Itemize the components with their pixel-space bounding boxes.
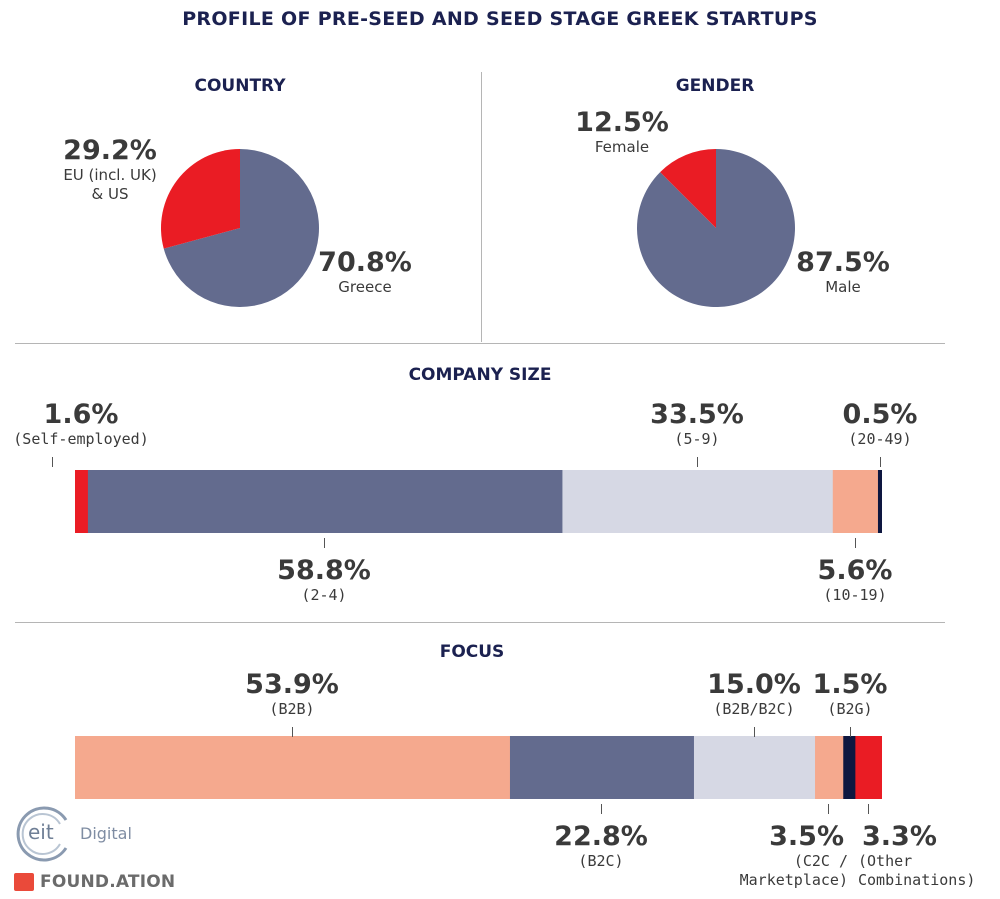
gender-female-pct: 12.5% bbox=[575, 107, 669, 138]
focus-b2b-b2c-pct: 15.0% bbox=[707, 669, 801, 700]
focus-c2c-label-line1: (C2C / bbox=[793, 852, 848, 870]
focus-other-label-line1: (Other bbox=[858, 852, 913, 870]
focus-label-b2g: 1.5% (B2G) bbox=[800, 670, 900, 737]
focus-c2c-pct: 3.5% bbox=[769, 821, 844, 852]
company-size-bar-segment-2 bbox=[562, 470, 834, 533]
size-self-employed-pct: 1.6% bbox=[43, 399, 119, 430]
focus-label-c2c: 3.5% (C2C / Marketplace) bbox=[732, 804, 848, 890]
focus-bar-segment-5 bbox=[855, 736, 882, 799]
eit-digital-logo: eit Digital bbox=[14, 806, 154, 862]
company-size-bar-segment-3 bbox=[832, 470, 879, 533]
focus-bar-segment-4 bbox=[843, 736, 856, 799]
focus-other-tick bbox=[868, 804, 869, 814]
section-divider-2 bbox=[15, 622, 945, 623]
size-label-self-employed: 1.6% (Self-employed) bbox=[0, 400, 162, 467]
size-5-9-label: (5-9) bbox=[674, 430, 720, 448]
size-5-9-pct: 33.5% bbox=[650, 399, 744, 430]
foundation-logo: FOUND.ATION bbox=[14, 870, 194, 894]
gender-label-male: 87.5% Male bbox=[783, 248, 903, 297]
size-2-4-label: (2-4) bbox=[301, 586, 347, 604]
country-greece-label: Greece bbox=[338, 278, 392, 296]
focus-b2b-b2c-tick bbox=[753, 727, 755, 737]
foundation-mark-icon bbox=[14, 873, 34, 891]
gender-label-female: 12.5% Female bbox=[562, 108, 682, 157]
size-label-20-49: 0.5% (20-49) bbox=[820, 400, 940, 467]
focus-other-pct: 3.3% bbox=[862, 821, 937, 852]
size-2-4-pct: 58.8% bbox=[277, 555, 371, 586]
focus-bar-segment-1 bbox=[509, 736, 695, 799]
focus-bar-segment-2 bbox=[693, 736, 816, 799]
country-label-greece: 70.8% Greece bbox=[305, 248, 425, 297]
company-size-bar-segment-0 bbox=[75, 470, 89, 533]
page-title: PROFILE OF PRE-SEED AND SEED STAGE GREEK… bbox=[182, 8, 818, 30]
focus-c2c-label-line2: Marketplace) bbox=[739, 871, 848, 889]
focus-b2c-label: (B2C) bbox=[578, 852, 624, 870]
company-size-bar-segment-4 bbox=[877, 470, 882, 533]
focus-b2b-b2c-label: (B2B/B2C) bbox=[713, 700, 795, 718]
eit-logo-text: eit bbox=[28, 820, 54, 844]
focus-b2g-tick bbox=[849, 727, 851, 737]
focus-b2c-tick bbox=[600, 804, 602, 814]
size-label-5-9: 33.5% (5-9) bbox=[637, 400, 757, 467]
foundation-logo-text: FOUND.ATION bbox=[40, 872, 176, 892]
gender-male-label: Male bbox=[825, 278, 861, 296]
focus-label-other: 3.3% (Other Combinations) bbox=[856, 804, 986, 890]
size-self-employed-tick bbox=[51, 457, 53, 467]
focus-label-b2b-b2c: 15.0% (B2B/B2C) bbox=[694, 670, 814, 737]
size-10-19-pct: 5.6% bbox=[817, 555, 893, 586]
eit-circle-icon bbox=[16, 806, 68, 862]
focus-other-label-line2: Combinations) bbox=[858, 871, 976, 889]
pie-slice-female bbox=[660, 149, 716, 228]
size-self-employed-label: (Self-employed) bbox=[13, 430, 149, 448]
country-chart-title: COUNTRY bbox=[194, 76, 286, 96]
focus-c2c-tick bbox=[828, 804, 829, 814]
focus-b2c-pct: 22.8% bbox=[554, 821, 648, 852]
focus-b2g-pct: 1.5% bbox=[812, 669, 888, 700]
size-20-49-label: (20-49) bbox=[848, 430, 912, 448]
focus-b2g-label: (B2G) bbox=[827, 700, 873, 718]
size-10-19-tick bbox=[854, 538, 856, 548]
gender-female-label: Female bbox=[594, 138, 650, 156]
gender-male-pct: 87.5% bbox=[796, 247, 890, 278]
section-divider-1 bbox=[15, 343, 945, 344]
size-label-2-4: 58.8% (2-4) bbox=[264, 538, 384, 605]
focus-label-b2b: 53.9% (B2B) bbox=[232, 670, 352, 737]
company-size-chart-title: COMPANY SIZE bbox=[408, 365, 552, 385]
focus-bar-segment-3 bbox=[815, 736, 844, 799]
focus-chart-title: FOCUS bbox=[439, 642, 505, 662]
focus-bar bbox=[75, 736, 882, 799]
company-size-bar bbox=[75, 470, 882, 533]
gender-chart-title: GENDER bbox=[675, 76, 755, 96]
country-eu-pct: 29.2% bbox=[63, 135, 157, 166]
size-20-49-tick bbox=[879, 457, 881, 467]
pie-slice-greece bbox=[163, 149, 319, 307]
pie-divider bbox=[481, 72, 482, 342]
focus-b2b-tick bbox=[291, 727, 293, 737]
gender-pie-chart bbox=[637, 149, 795, 307]
size-10-19-label: (10-19) bbox=[823, 586, 887, 604]
focus-bar-segment-0 bbox=[75, 736, 511, 799]
size-label-10-19: 5.6% (10-19) bbox=[795, 538, 915, 605]
size-2-4-tick bbox=[323, 538, 325, 548]
focus-b2b-label: (B2B) bbox=[269, 700, 315, 718]
pie-slice-eu bbox=[161, 149, 240, 249]
digital-logo-text: Digital bbox=[80, 824, 132, 843]
size-5-9-tick bbox=[696, 457, 698, 467]
company-size-bar-segment-1 bbox=[87, 470, 563, 533]
country-eu-label-line2: & US bbox=[91, 185, 129, 203]
focus-b2b-pct: 53.9% bbox=[245, 669, 339, 700]
size-20-49-pct: 0.5% bbox=[842, 399, 918, 430]
country-eu-label-line1: EU (incl. UK) bbox=[63, 166, 157, 184]
focus-label-b2c: 22.8% (B2C) bbox=[541, 804, 661, 871]
country-pie-chart bbox=[161, 149, 319, 307]
country-label-eu: 29.2% EU (incl. UK) & US bbox=[40, 136, 180, 204]
country-greece-pct: 70.8% bbox=[318, 247, 412, 278]
